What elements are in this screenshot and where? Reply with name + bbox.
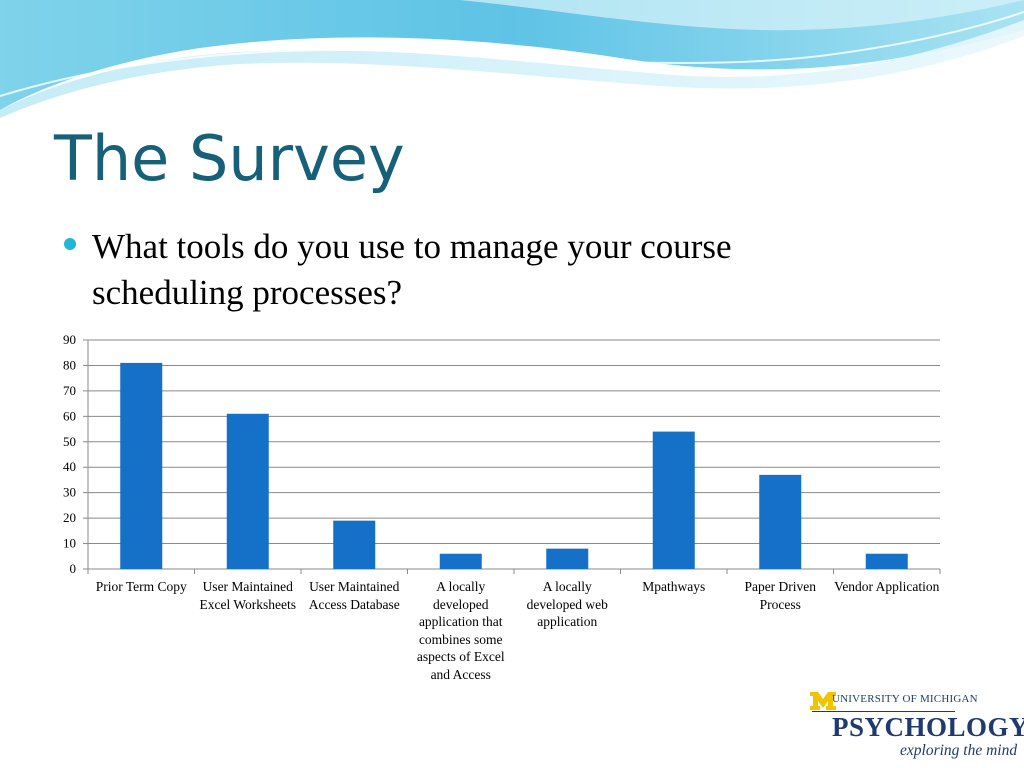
y-tick-label: 20 [63, 510, 76, 525]
x-category-label: Prior Term Copy [95, 579, 187, 594]
x-category-label: A locally developed application that com… [416, 579, 505, 682]
y-tick-label: 50 [63, 434, 76, 449]
y-tick-label: 40 [63, 459, 76, 474]
y-tick-label: 60 [63, 408, 76, 423]
logo-university-text: UNIVERSITY OF MICHIGAN [832, 693, 978, 705]
bar [546, 548, 589, 569]
bullet-icon [64, 238, 76, 250]
header-wave-decoration [0, 0, 1024, 118]
x-category-label: A locally developed web application [526, 579, 608, 629]
x-category-label: Vendor Application [834, 579, 940, 594]
bar [439, 553, 482, 569]
y-tick-label: 30 [63, 485, 76, 500]
bar [226, 413, 269, 569]
logo-tagline: exploring the mind [900, 742, 1018, 759]
x-category-label: Paper Driven Process [744, 579, 817, 612]
logo-department-text: PSYCHOLOGY [832, 712, 1024, 742]
y-tick-label: 0 [70, 561, 77, 576]
y-tick-label: 10 [63, 536, 76, 551]
x-category-label: Mpathways [642, 579, 706, 594]
slide-title: The Survey [54, 122, 405, 195]
bar [652, 431, 695, 569]
y-tick-label: 70 [63, 383, 76, 398]
bar [865, 553, 908, 569]
x-category-label: User Maintained Excel Worksheets [199, 579, 296, 612]
block-m-icon [810, 692, 836, 710]
university-logo: UNIVERSITY OF MICHIGAN PSYCHOLOGY explor… [810, 688, 1024, 764]
y-tick-label: 90 [63, 332, 76, 347]
x-category-label: User Maintained Access Database [308, 579, 400, 612]
bullet-text: What tools do you use to manage your cou… [92, 227, 732, 312]
logo-divider [812, 711, 955, 712]
bar [120, 362, 163, 569]
bar [759, 474, 802, 569]
bar [333, 520, 376, 569]
y-tick-label: 80 [63, 357, 76, 372]
